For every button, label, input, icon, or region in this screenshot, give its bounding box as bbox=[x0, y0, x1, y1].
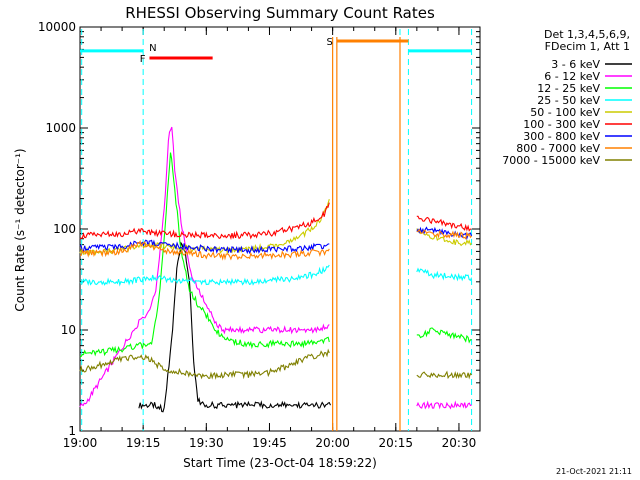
series-line bbox=[416, 327, 472, 344]
x-axis-label: Start Time (23-Oct-04 18:59:22) bbox=[183, 456, 377, 470]
legend-entry-label: 3 - 6 keV bbox=[551, 58, 600, 71]
x-tick-label: 19:45 bbox=[252, 436, 287, 450]
flag-label: N bbox=[149, 43, 156, 54]
x-tick-label: 19:15 bbox=[126, 436, 161, 450]
legend-entry-label: 50 - 100 keV bbox=[530, 106, 600, 119]
series-line bbox=[79, 152, 330, 358]
y-tick-label: 10000 bbox=[38, 20, 76, 34]
y-tick-label: 1 bbox=[68, 424, 76, 438]
y-axis-label: Count Rate (s⁻¹ detector⁻¹) bbox=[13, 148, 27, 311]
legend-entry-label: 100 - 300 keV bbox=[523, 118, 600, 131]
legend-entry-label: 12 - 25 keV bbox=[537, 82, 600, 95]
x-tick-label: 20:30 bbox=[442, 436, 477, 450]
legend: Det 1,3,4,5,6,9,FDecim 1, Att 1 3 - 6 keV… bbox=[502, 28, 632, 167]
series-line bbox=[416, 267, 473, 282]
series-lines bbox=[79, 126, 473, 413]
y-axis: 1 10 100 1000 10000 bbox=[38, 20, 480, 438]
series-line bbox=[79, 239, 330, 261]
legend-entry-label: 300 - 800 keV bbox=[523, 130, 600, 143]
series-line bbox=[79, 264, 330, 287]
series-line bbox=[416, 215, 472, 232]
legend-entry-label: 800 - 7000 keV bbox=[516, 142, 600, 155]
x-tick-label: 20:15 bbox=[378, 436, 413, 450]
flag-label: S bbox=[326, 37, 332, 48]
series-line bbox=[79, 126, 330, 408]
series-line bbox=[79, 202, 330, 241]
legend-header: FDecim 1, Att 1 bbox=[545, 40, 630, 53]
legend-entry-label: 25 - 50 keV bbox=[537, 94, 600, 107]
series-line bbox=[79, 348, 330, 380]
x-axis: 19:00 19:15 19:30 19:45 20:00 20:15 20:30 bbox=[63, 27, 481, 450]
legend-entry-label: 6 - 12 keV bbox=[544, 70, 600, 83]
footer-timestamp: 21-Oct-2021 21:11 bbox=[556, 467, 632, 476]
y-tick-label: 1000 bbox=[45, 121, 76, 135]
series-line bbox=[416, 400, 472, 410]
saa-markers bbox=[332, 37, 401, 431]
flag-markers: NF S bbox=[140, 37, 409, 65]
series-line bbox=[138, 241, 331, 413]
legend-entry-label: 7000 - 15000 keV bbox=[502, 154, 600, 167]
series-line bbox=[79, 239, 330, 255]
x-tick-label: 19:30 bbox=[189, 436, 224, 450]
flag-label: F bbox=[140, 54, 146, 65]
series-line bbox=[79, 199, 330, 256]
y-tick-label: 10 bbox=[61, 323, 76, 337]
series-line bbox=[416, 370, 472, 380]
series-line bbox=[416, 228, 472, 247]
x-tick-label: 20:00 bbox=[315, 436, 350, 450]
y-tick-label: 100 bbox=[53, 222, 76, 236]
chart-title: RHESSI Observing Summary Count Rates bbox=[125, 4, 435, 22]
series-line bbox=[416, 228, 472, 240]
x-tick-label: 19:00 bbox=[63, 436, 98, 450]
legend-header: Det 1,3,4,5,6,9, bbox=[544, 28, 630, 41]
